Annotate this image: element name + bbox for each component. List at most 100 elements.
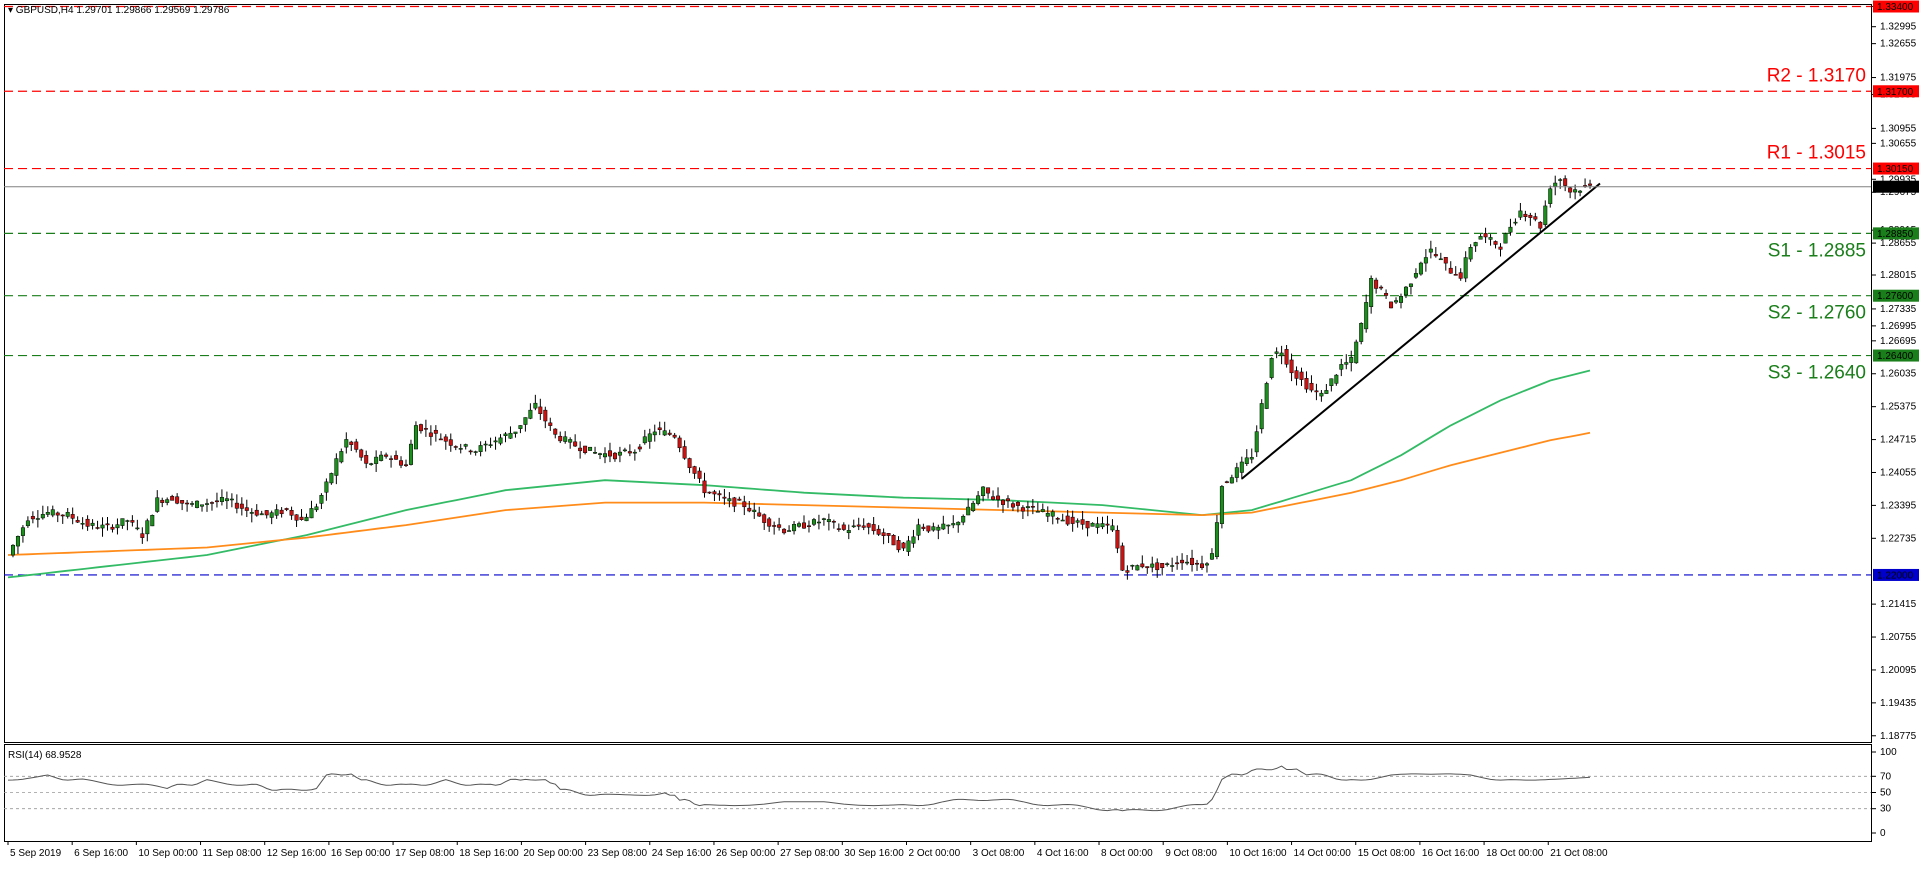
candle-body: [294, 514, 299, 521]
x-tick-label: 18 Sep 16:00: [459, 848, 519, 859]
candle-body: [468, 450, 473, 453]
candle-body: [1105, 523, 1110, 526]
candle-body: [1314, 390, 1319, 393]
candle-body: [976, 495, 981, 504]
y-tick-label: 1.32995: [1880, 22, 1917, 33]
candle-body: [1110, 525, 1115, 531]
level-tag-text-R3: 1.33400: [1877, 2, 1914, 13]
candle-body: [1269, 358, 1274, 378]
candle-body: [1234, 467, 1239, 478]
candle-body: [1085, 520, 1090, 529]
candle-body: [254, 509, 259, 516]
candle-body: [1399, 296, 1403, 303]
y-tick-label: 1.30955: [1880, 123, 1917, 134]
candle-body: [1239, 461, 1244, 473]
candle-body: [866, 523, 871, 528]
level-tags: 1.33400 1.31700 1.30150 1.28850 1.27600 1.264…: [1873, 0, 1919, 581]
candle-body: [757, 512, 762, 517]
candle-body: [1578, 190, 1583, 193]
x-tick-label: 6 Sep 16:00: [74, 848, 128, 859]
candle-body: [1195, 562, 1200, 565]
candle-body: [1005, 498, 1010, 502]
candle-body: [279, 509, 284, 515]
candle-body: [458, 448, 463, 450]
candle-body: [1528, 214, 1533, 218]
candle-body: [777, 524, 782, 528]
candle-body: [563, 436, 568, 442]
candle-body: [229, 498, 234, 501]
ma-fast-line: [7, 369, 1591, 579]
candle-body: [418, 424, 423, 432]
candle-body: [274, 509, 279, 516]
x-tick-label: 5 Sep 2019: [10, 848, 62, 859]
candle-body: [244, 507, 249, 511]
candle-body: [662, 430, 667, 436]
candle-body: [1468, 247, 1473, 260]
x-tick-label: 27 Sep 08:00: [780, 848, 840, 859]
candle-body: [1384, 293, 1389, 296]
candle-body: [65, 511, 70, 517]
candle-body: [672, 434, 677, 438]
candle-body: [657, 427, 662, 430]
candle-body: [901, 542, 906, 549]
candle-body: [692, 466, 697, 474]
x-tick-label: 26 Sep 00:00: [716, 848, 776, 859]
candle-body: [1279, 352, 1284, 357]
y-tick-label: 1.27335: [1880, 304, 1917, 315]
level-label-R1: R1 - 1.3015: [1767, 143, 1866, 164]
candle-body: [886, 533, 891, 536]
candle-body: [1518, 210, 1523, 218]
candle-body: [10, 544, 15, 556]
candle-body: [394, 455, 399, 460]
candle-body: [190, 503, 195, 505]
candle-body: [249, 512, 254, 514]
candle-body: [737, 498, 742, 501]
candle-body: [617, 451, 622, 456]
candle-body: [95, 527, 100, 529]
y-tick-label: 1.29935: [1880, 174, 1917, 185]
candle-body: [428, 432, 433, 437]
candle-body: [1150, 563, 1155, 568]
candle-body: [1374, 279, 1379, 289]
candle-body: [488, 444, 493, 446]
candle-body: [792, 524, 797, 532]
candle-body: [851, 525, 856, 528]
rsi-panel: [4, 744, 1872, 842]
candle-body: [1010, 503, 1015, 508]
candle-body: [30, 516, 35, 520]
candle-body: [239, 503, 244, 509]
candle-body: [816, 521, 821, 524]
candle-body: [413, 425, 418, 450]
candle-body: [568, 439, 573, 443]
candle-body: [329, 473, 334, 484]
candle-body: [1558, 179, 1563, 181]
trendline: [1241, 182, 1601, 480]
candle-body: [722, 496, 727, 499]
level-tag-text-R2: 1.31700: [1877, 87, 1914, 98]
candle-body: [1180, 559, 1185, 564]
candle-body: [1389, 301, 1394, 309]
candle-body: [687, 458, 692, 469]
candle-body: [1020, 507, 1025, 512]
candle-body: [667, 432, 672, 435]
candle-body: [1125, 570, 1130, 573]
candle-body: [637, 446, 642, 450]
candle-body: [1458, 272, 1463, 279]
candle-body: [175, 496, 180, 504]
x-tick-label: 24 Sep 16:00: [652, 848, 712, 859]
y-tick-label: 1.21415: [1880, 599, 1917, 610]
candle-body: [881, 532, 886, 536]
candle-body: [1294, 370, 1299, 379]
x-tick-label: 3 Oct 08:00: [973, 848, 1025, 859]
candle-body: [1090, 522, 1095, 527]
candle-body: [811, 519, 816, 525]
candle-body: [110, 526, 115, 530]
candle-body: [1553, 182, 1558, 187]
candle-body: [15, 536, 20, 547]
candle-body: [513, 431, 518, 434]
candle-body: [1408, 283, 1413, 287]
candle-body: [90, 522, 95, 526]
candle-body: [1140, 563, 1145, 568]
candle-body: [1120, 545, 1125, 571]
